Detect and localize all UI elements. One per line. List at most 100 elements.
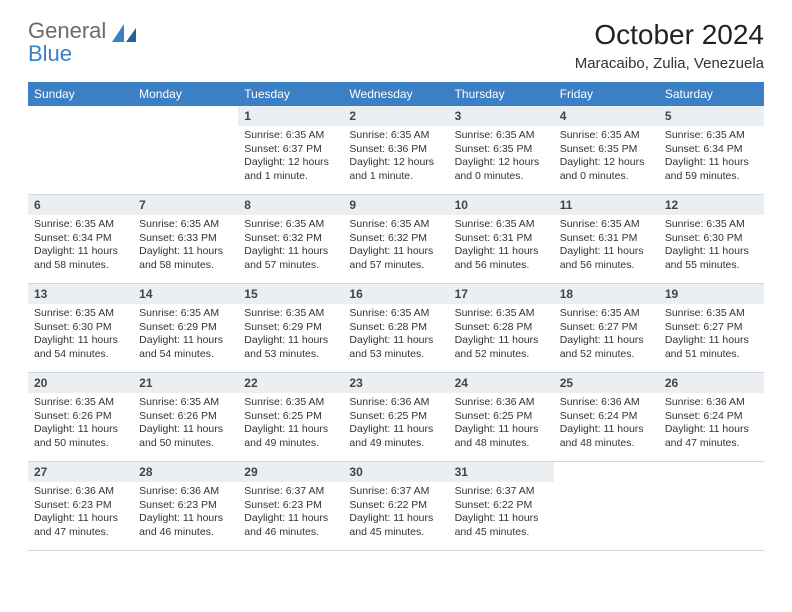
weekday-header-cell: Sunday bbox=[28, 82, 133, 106]
day-details: Sunrise: 6:35 AMSunset: 6:26 PMDaylight:… bbox=[28, 393, 133, 455]
day-number: 2 bbox=[343, 106, 448, 126]
calendar-day-cell: 17Sunrise: 6:35 AMSunset: 6:28 PMDayligh… bbox=[449, 283, 554, 372]
day-details: Sunrise: 6:35 AMSunset: 6:32 PMDaylight:… bbox=[343, 215, 448, 277]
day-details: Sunrise: 6:35 AMSunset: 6:30 PMDaylight:… bbox=[28, 304, 133, 366]
day-details: Sunrise: 6:36 AMSunset: 6:24 PMDaylight:… bbox=[659, 393, 764, 455]
day-number: 6 bbox=[28, 195, 133, 215]
day-number: 8 bbox=[238, 195, 343, 215]
day-details: Sunrise: 6:35 AMSunset: 6:29 PMDaylight:… bbox=[238, 304, 343, 366]
calendar-day-cell: 24Sunrise: 6:36 AMSunset: 6:25 PMDayligh… bbox=[449, 372, 554, 461]
title-block: October 2024 Maracaibo, Zulia, Venezuela bbox=[575, 20, 764, 72]
day-details: Sunrise: 6:35 AMSunset: 6:31 PMDaylight:… bbox=[554, 215, 659, 277]
day-number: 25 bbox=[554, 373, 659, 393]
calendar-week-row: 27Sunrise: 6:36 AMSunset: 6:23 PMDayligh… bbox=[28, 461, 764, 550]
day-number: 3 bbox=[449, 106, 554, 126]
day-number: 14 bbox=[133, 284, 238, 304]
day-number: 4 bbox=[554, 106, 659, 126]
calendar-day-cell: 2Sunrise: 6:35 AMSunset: 6:36 PMDaylight… bbox=[343, 106, 448, 195]
weekday-header-cell: Tuesday bbox=[238, 82, 343, 106]
weekday-header-cell: Friday bbox=[554, 82, 659, 106]
calendar-day-cell: 11Sunrise: 6:35 AMSunset: 6:31 PMDayligh… bbox=[554, 194, 659, 283]
day-details: Sunrise: 6:37 AMSunset: 6:22 PMDaylight:… bbox=[343, 482, 448, 544]
day-number: 17 bbox=[449, 284, 554, 304]
day-number: 7 bbox=[133, 195, 238, 215]
day-number: 27 bbox=[28, 462, 133, 482]
calendar-body: 1Sunrise: 6:35 AMSunset: 6:37 PMDaylight… bbox=[28, 106, 764, 551]
calendar-day-cell bbox=[28, 106, 133, 195]
calendar-day-cell: 19Sunrise: 6:35 AMSunset: 6:27 PMDayligh… bbox=[659, 283, 764, 372]
day-details: Sunrise: 6:35 AMSunset: 6:33 PMDaylight:… bbox=[133, 215, 238, 277]
logo: General Blue bbox=[28, 20, 138, 66]
day-number bbox=[554, 462, 659, 482]
month-title: October 2024 bbox=[575, 20, 764, 51]
calendar-day-cell: 7Sunrise: 6:35 AMSunset: 6:33 PMDaylight… bbox=[133, 194, 238, 283]
weekday-header: SundayMondayTuesdayWednesdayThursdayFrid… bbox=[28, 82, 764, 106]
calendar-day-cell: 9Sunrise: 6:35 AMSunset: 6:32 PMDaylight… bbox=[343, 194, 448, 283]
calendar-day-cell: 13Sunrise: 6:35 AMSunset: 6:30 PMDayligh… bbox=[28, 283, 133, 372]
calendar-page: General Blue October 2024 Maracaibo, Zul… bbox=[0, 0, 792, 571]
calendar-day-cell: 18Sunrise: 6:35 AMSunset: 6:27 PMDayligh… bbox=[554, 283, 659, 372]
day-details: Sunrise: 6:35 AMSunset: 6:34 PMDaylight:… bbox=[659, 126, 764, 188]
day-number: 19 bbox=[659, 284, 764, 304]
day-details: Sunrise: 6:35 AMSunset: 6:31 PMDaylight:… bbox=[449, 215, 554, 277]
calendar-day-cell: 14Sunrise: 6:35 AMSunset: 6:29 PMDayligh… bbox=[133, 283, 238, 372]
day-details: Sunrise: 6:35 AMSunset: 6:25 PMDaylight:… bbox=[238, 393, 343, 455]
day-number: 18 bbox=[554, 284, 659, 304]
day-details: Sunrise: 6:35 AMSunset: 6:28 PMDaylight:… bbox=[449, 304, 554, 366]
calendar-day-cell: 30Sunrise: 6:37 AMSunset: 6:22 PMDayligh… bbox=[343, 461, 448, 550]
day-details: Sunrise: 6:35 AMSunset: 6:29 PMDaylight:… bbox=[133, 304, 238, 366]
day-number: 12 bbox=[659, 195, 764, 215]
day-number: 24 bbox=[449, 373, 554, 393]
day-details: Sunrise: 6:36 AMSunset: 6:24 PMDaylight:… bbox=[554, 393, 659, 455]
day-details: Sunrise: 6:35 AMSunset: 6:26 PMDaylight:… bbox=[133, 393, 238, 455]
calendar-day-cell: 31Sunrise: 6:37 AMSunset: 6:22 PMDayligh… bbox=[449, 461, 554, 550]
sail-icon bbox=[110, 22, 138, 49]
calendar-week-row: 1Sunrise: 6:35 AMSunset: 6:37 PMDaylight… bbox=[28, 106, 764, 195]
logo-text-2: Blue bbox=[28, 41, 72, 66]
calendar-table: SundayMondayTuesdayWednesdayThursdayFrid… bbox=[28, 82, 764, 551]
day-number: 26 bbox=[659, 373, 764, 393]
day-number: 21 bbox=[133, 373, 238, 393]
calendar-day-cell bbox=[554, 461, 659, 550]
weekday-header-cell: Saturday bbox=[659, 82, 764, 106]
day-details: Sunrise: 6:35 AMSunset: 6:28 PMDaylight:… bbox=[343, 304, 448, 366]
calendar-week-row: 13Sunrise: 6:35 AMSunset: 6:30 PMDayligh… bbox=[28, 283, 764, 372]
day-number: 23 bbox=[343, 373, 448, 393]
calendar-day-cell: 1Sunrise: 6:35 AMSunset: 6:37 PMDaylight… bbox=[238, 106, 343, 195]
day-details: Sunrise: 6:36 AMSunset: 6:25 PMDaylight:… bbox=[449, 393, 554, 455]
weekday-header-cell: Wednesday bbox=[343, 82, 448, 106]
calendar-day-cell bbox=[133, 106, 238, 195]
calendar-day-cell: 6Sunrise: 6:35 AMSunset: 6:34 PMDaylight… bbox=[28, 194, 133, 283]
day-number: 5 bbox=[659, 106, 764, 126]
calendar-day-cell: 12Sunrise: 6:35 AMSunset: 6:30 PMDayligh… bbox=[659, 194, 764, 283]
calendar-day-cell: 4Sunrise: 6:35 AMSunset: 6:35 PMDaylight… bbox=[554, 106, 659, 195]
day-number: 9 bbox=[343, 195, 448, 215]
day-number: 22 bbox=[238, 373, 343, 393]
day-details: Sunrise: 6:37 AMSunset: 6:22 PMDaylight:… bbox=[449, 482, 554, 544]
day-number bbox=[659, 462, 764, 482]
day-details: Sunrise: 6:36 AMSunset: 6:25 PMDaylight:… bbox=[343, 393, 448, 455]
calendar-day-cell: 21Sunrise: 6:35 AMSunset: 6:26 PMDayligh… bbox=[133, 372, 238, 461]
calendar-week-row: 6Sunrise: 6:35 AMSunset: 6:34 PMDaylight… bbox=[28, 194, 764, 283]
calendar-day-cell: 25Sunrise: 6:36 AMSunset: 6:24 PMDayligh… bbox=[554, 372, 659, 461]
day-number: 28 bbox=[133, 462, 238, 482]
day-details: Sunrise: 6:35 AMSunset: 6:35 PMDaylight:… bbox=[449, 126, 554, 188]
calendar-day-cell: 10Sunrise: 6:35 AMSunset: 6:31 PMDayligh… bbox=[449, 194, 554, 283]
calendar-day-cell: 29Sunrise: 6:37 AMSunset: 6:23 PMDayligh… bbox=[238, 461, 343, 550]
header: General Blue October 2024 Maracaibo, Zul… bbox=[28, 20, 764, 72]
day-details: Sunrise: 6:35 AMSunset: 6:30 PMDaylight:… bbox=[659, 215, 764, 277]
day-details: Sunrise: 6:35 AMSunset: 6:36 PMDaylight:… bbox=[343, 126, 448, 188]
day-number bbox=[28, 106, 133, 126]
calendar-day-cell: 22Sunrise: 6:35 AMSunset: 6:25 PMDayligh… bbox=[238, 372, 343, 461]
location: Maracaibo, Zulia, Venezuela bbox=[575, 55, 764, 72]
calendar-day-cell: 5Sunrise: 6:35 AMSunset: 6:34 PMDaylight… bbox=[659, 106, 764, 195]
day-number: 20 bbox=[28, 373, 133, 393]
day-details: Sunrise: 6:35 AMSunset: 6:35 PMDaylight:… bbox=[554, 126, 659, 188]
day-number: 30 bbox=[343, 462, 448, 482]
day-number: 13 bbox=[28, 284, 133, 304]
day-details: Sunrise: 6:36 AMSunset: 6:23 PMDaylight:… bbox=[133, 482, 238, 544]
calendar-day-cell: 28Sunrise: 6:36 AMSunset: 6:23 PMDayligh… bbox=[133, 461, 238, 550]
day-number: 1 bbox=[238, 106, 343, 126]
calendar-day-cell bbox=[659, 461, 764, 550]
calendar-day-cell: 23Sunrise: 6:36 AMSunset: 6:25 PMDayligh… bbox=[343, 372, 448, 461]
